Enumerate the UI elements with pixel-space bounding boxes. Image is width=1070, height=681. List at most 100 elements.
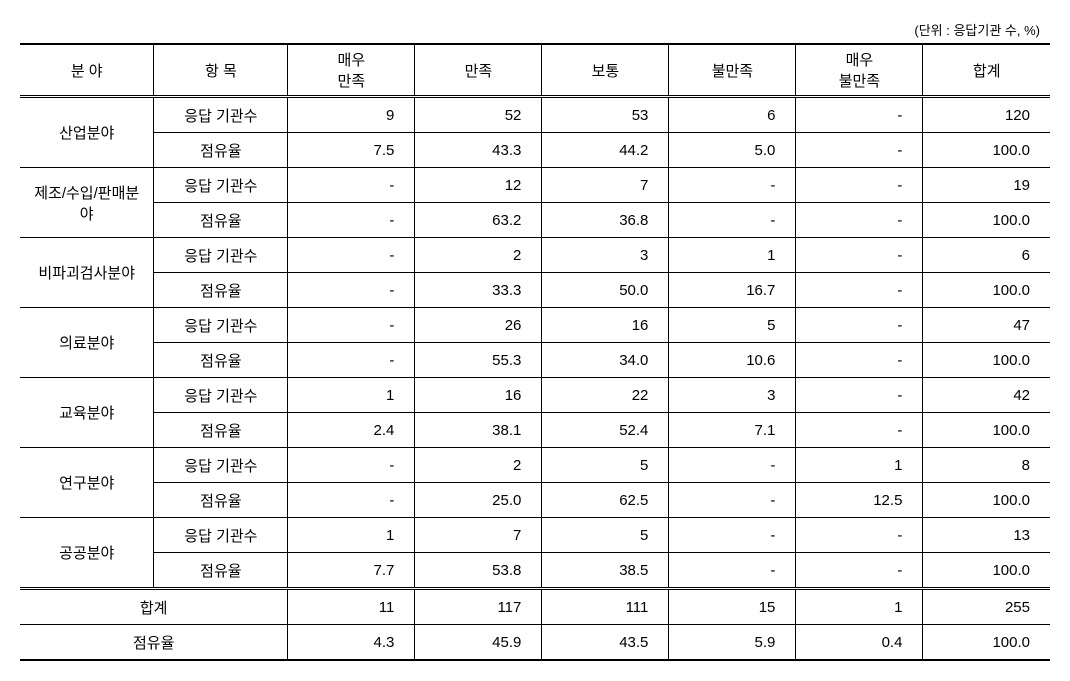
category-cell: 교육분야: [20, 378, 154, 448]
table-row: 점유율-33.350.016.7-100.0: [20, 273, 1050, 308]
table-row: 점유율7.753.838.5--100.0: [20, 553, 1050, 589]
item-cell: 점유율: [154, 273, 288, 308]
table-row: 점유율7.543.344.25.0-100.0: [20, 133, 1050, 168]
data-cell: -: [796, 203, 923, 238]
item-cell: 응답 기관수: [154, 168, 288, 203]
data-cell: -: [796, 553, 923, 589]
category-cell: 의료분야: [20, 308, 154, 378]
data-cell: 9: [288, 97, 415, 133]
data-cell: -: [796, 133, 923, 168]
data-cell: 22: [542, 378, 669, 413]
summary-count-cell: 1: [796, 589, 923, 625]
item-cell: 점유율: [154, 133, 288, 168]
data-cell: 100.0: [923, 343, 1050, 378]
data-cell: -: [288, 238, 415, 273]
data-cell: 19: [923, 168, 1050, 203]
data-cell: 100.0: [923, 413, 1050, 448]
data-cell: 7: [415, 518, 542, 553]
data-cell: 100.0: [923, 133, 1050, 168]
data-cell: 34.0: [542, 343, 669, 378]
data-cell: -: [288, 203, 415, 238]
summary-count-cell: 11: [288, 589, 415, 625]
summary-count-cell: 117: [415, 589, 542, 625]
unit-caption: (단위 : 응답기관 수, %): [20, 20, 1050, 43]
data-cell: 2: [415, 448, 542, 483]
item-cell: 점유율: [154, 553, 288, 589]
data-cell: 5.0: [669, 133, 796, 168]
data-cell: 52: [415, 97, 542, 133]
data-cell: -: [796, 308, 923, 343]
data-cell: -: [288, 483, 415, 518]
data-cell: 6: [923, 238, 1050, 273]
data-cell: 55.3: [415, 343, 542, 378]
data-cell: -: [288, 448, 415, 483]
data-cell: 8: [923, 448, 1050, 483]
summary-share-cell: 0.4: [796, 625, 923, 661]
data-cell: 5: [669, 308, 796, 343]
table-row: 의료분야응답 기관수-26165-47: [20, 308, 1050, 343]
data-cell: 3: [542, 238, 669, 273]
table-row: 연구분야응답 기관수-25-18: [20, 448, 1050, 483]
data-cell: 52.4: [542, 413, 669, 448]
table-row: 교육분야응답 기관수116223-42: [20, 378, 1050, 413]
data-cell: -: [796, 168, 923, 203]
data-cell: 1: [288, 518, 415, 553]
header-row: 분 야 항 목 매우 만족 만족 보통 불만족 매우 불만족 합계: [20, 44, 1050, 97]
data-cell: 16: [542, 308, 669, 343]
data-cell: -: [796, 343, 923, 378]
data-cell: -: [669, 168, 796, 203]
col-total: 합계: [923, 44, 1050, 97]
data-cell: 1: [796, 448, 923, 483]
category-cell: 연구분야: [20, 448, 154, 518]
category-cell: 산업분야: [20, 97, 154, 168]
summary-count-cell: 111: [542, 589, 669, 625]
data-cell: -: [796, 378, 923, 413]
satisfaction-table: 분 야 항 목 매우 만족 만족 보통 불만족 매우 불만족 합계 산업분야응답…: [20, 43, 1050, 661]
item-cell: 응답 기관수: [154, 97, 288, 133]
item-cell: 점유율: [154, 413, 288, 448]
data-cell: 3: [669, 378, 796, 413]
data-cell: 16.7: [669, 273, 796, 308]
summary-total-label: 합계: [20, 589, 288, 625]
data-cell: -: [669, 553, 796, 589]
data-cell: 12.5: [796, 483, 923, 518]
data-cell: 2: [415, 238, 542, 273]
summary-share-cell: 4.3: [288, 625, 415, 661]
category-cell: 공공분야: [20, 518, 154, 589]
data-cell: 100.0: [923, 483, 1050, 518]
summary-share-cell: 43.5: [542, 625, 669, 661]
data-cell: 2.4: [288, 413, 415, 448]
table-row: 공공분야응답 기관수175--13: [20, 518, 1050, 553]
data-cell: -: [796, 273, 923, 308]
col-category: 분 야: [20, 44, 154, 97]
item-cell: 점유율: [154, 343, 288, 378]
item-cell: 점유율: [154, 203, 288, 238]
data-cell: 100.0: [923, 273, 1050, 308]
data-cell: 100.0: [923, 553, 1050, 589]
data-cell: -: [669, 203, 796, 238]
data-cell: -: [669, 483, 796, 518]
data-cell: 33.3: [415, 273, 542, 308]
summary-count-cell: 15: [669, 589, 796, 625]
data-cell: 5: [542, 518, 669, 553]
data-cell: 38.5: [542, 553, 669, 589]
item-cell: 응답 기관수: [154, 238, 288, 273]
item-cell: 응답 기관수: [154, 448, 288, 483]
data-cell: 53.8: [415, 553, 542, 589]
data-cell: -: [796, 97, 923, 133]
item-cell: 응답 기관수: [154, 378, 288, 413]
table-row: 산업분야응답 기관수952536-120: [20, 97, 1050, 133]
data-cell: 7: [542, 168, 669, 203]
data-cell: 1: [669, 238, 796, 273]
table-row: 점유율-63.236.8--100.0: [20, 203, 1050, 238]
data-cell: -: [669, 448, 796, 483]
data-cell: 63.2: [415, 203, 542, 238]
data-cell: -: [288, 168, 415, 203]
item-cell: 응답 기관수: [154, 518, 288, 553]
col-dissatisfied: 불만족: [669, 44, 796, 97]
item-cell: 점유율: [154, 483, 288, 518]
data-cell: -: [288, 308, 415, 343]
data-cell: -: [796, 413, 923, 448]
data-cell: 1: [288, 378, 415, 413]
data-cell: -: [669, 518, 796, 553]
